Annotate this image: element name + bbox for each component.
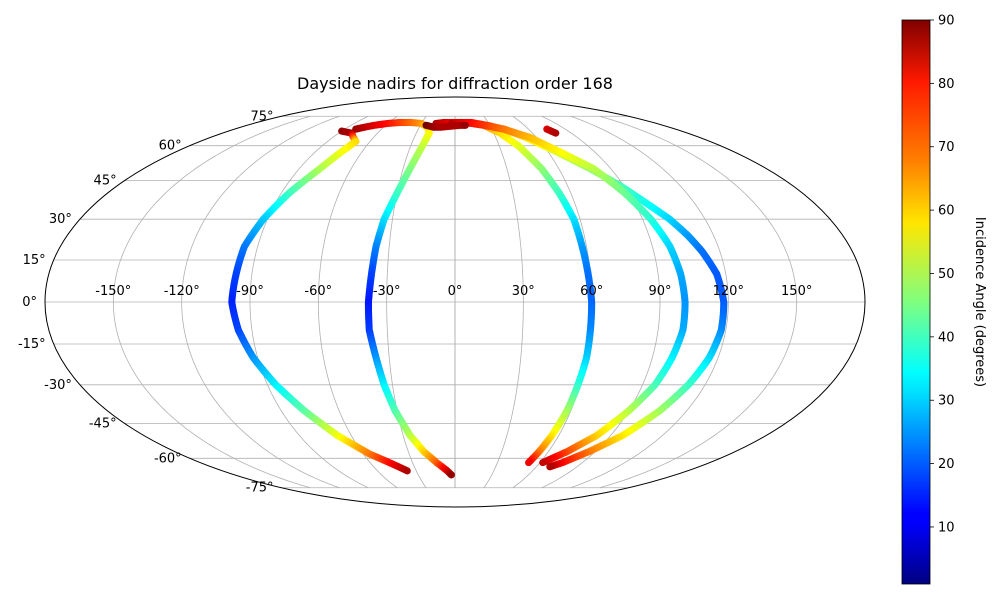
lon-tick-label: 0°: [448, 284, 463, 299]
lat-tick-label: 45°: [94, 174, 117, 189]
colorbar-tick-label: 70: [938, 140, 955, 155]
colorbar: 10 20 30 40 50 60 70 80 90 Incidence Angle (degr…: [901, 14, 987, 585]
lon-tick-label: -60°: [304, 284, 332, 299]
data-point: [539, 458, 547, 467]
lat-tick-label: -15°: [18, 337, 46, 352]
lat-tick-label: -30°: [44, 378, 72, 393]
lon-tick-label: -90°: [236, 284, 264, 299]
lon-tick-label: 60°: [580, 284, 603, 299]
lat-tick-label: 0°: [22, 295, 37, 310]
data-point: [546, 463, 554, 471]
colorbar-ticks: 10 20 30 40 50 60 70 80 90: [930, 14, 955, 536]
lon-tick-label: -30°: [373, 284, 401, 299]
data-point: [461, 121, 469, 129]
lat-tick-label: -45°: [89, 416, 117, 431]
latitude-tick-labels: 75° 60° 45° 30° 15° 0° -15° -30° -45° -60° -75°: [18, 109, 274, 495]
data-point: [552, 129, 560, 137]
longitude-tick-labels: -150° -120° -90° -60° -30° 0° 30° 60° 90° 120° 150…: [95, 284, 812, 299]
data-point: [525, 458, 533, 467]
lon-tick-label: -150°: [95, 284, 131, 299]
lat-tick-label: -60°: [154, 451, 182, 466]
colorbar-tick-label: 90: [938, 14, 955, 29]
data-points: [228, 118, 728, 479]
lat-tick-label: 30°: [49, 212, 72, 227]
lon-tick-label: 120°: [713, 284, 744, 299]
map-boundary: [44, 96, 866, 508]
lat-tick-label: 15°: [23, 253, 46, 268]
lon-tick-label: 30°: [512, 284, 535, 299]
lon-tick-label: -120°: [164, 284, 200, 299]
colorbar-gradient: [901, 19, 931, 585]
colorbar-tick-label: 20: [938, 457, 955, 472]
lat-tick-label: 60°: [159, 139, 182, 154]
lat-tick-label: 75°: [250, 109, 273, 124]
colorbar-tick-label: 10: [938, 521, 955, 536]
colorbar-tick-label: 30: [938, 394, 955, 409]
lon-tick-label: 90°: [648, 284, 671, 299]
lat-tick-label: -75°: [246, 481, 274, 496]
colorbar-tick-label: 50: [938, 267, 955, 282]
colorbar-label: Incidence Angle (degrees): [972, 217, 987, 387]
graticule: [45, 115, 865, 489]
chart-title: Dayside nadirs for diffraction order 168: [297, 74, 613, 93]
colorbar-tick-label: 80: [938, 77, 955, 92]
colorbar-tick-label: 40: [938, 330, 955, 345]
lon-tick-label: 150°: [781, 284, 812, 299]
colorbar-tick-label: 60: [938, 204, 955, 219]
data-point: [447, 471, 455, 479]
data-point: [403, 467, 411, 475]
